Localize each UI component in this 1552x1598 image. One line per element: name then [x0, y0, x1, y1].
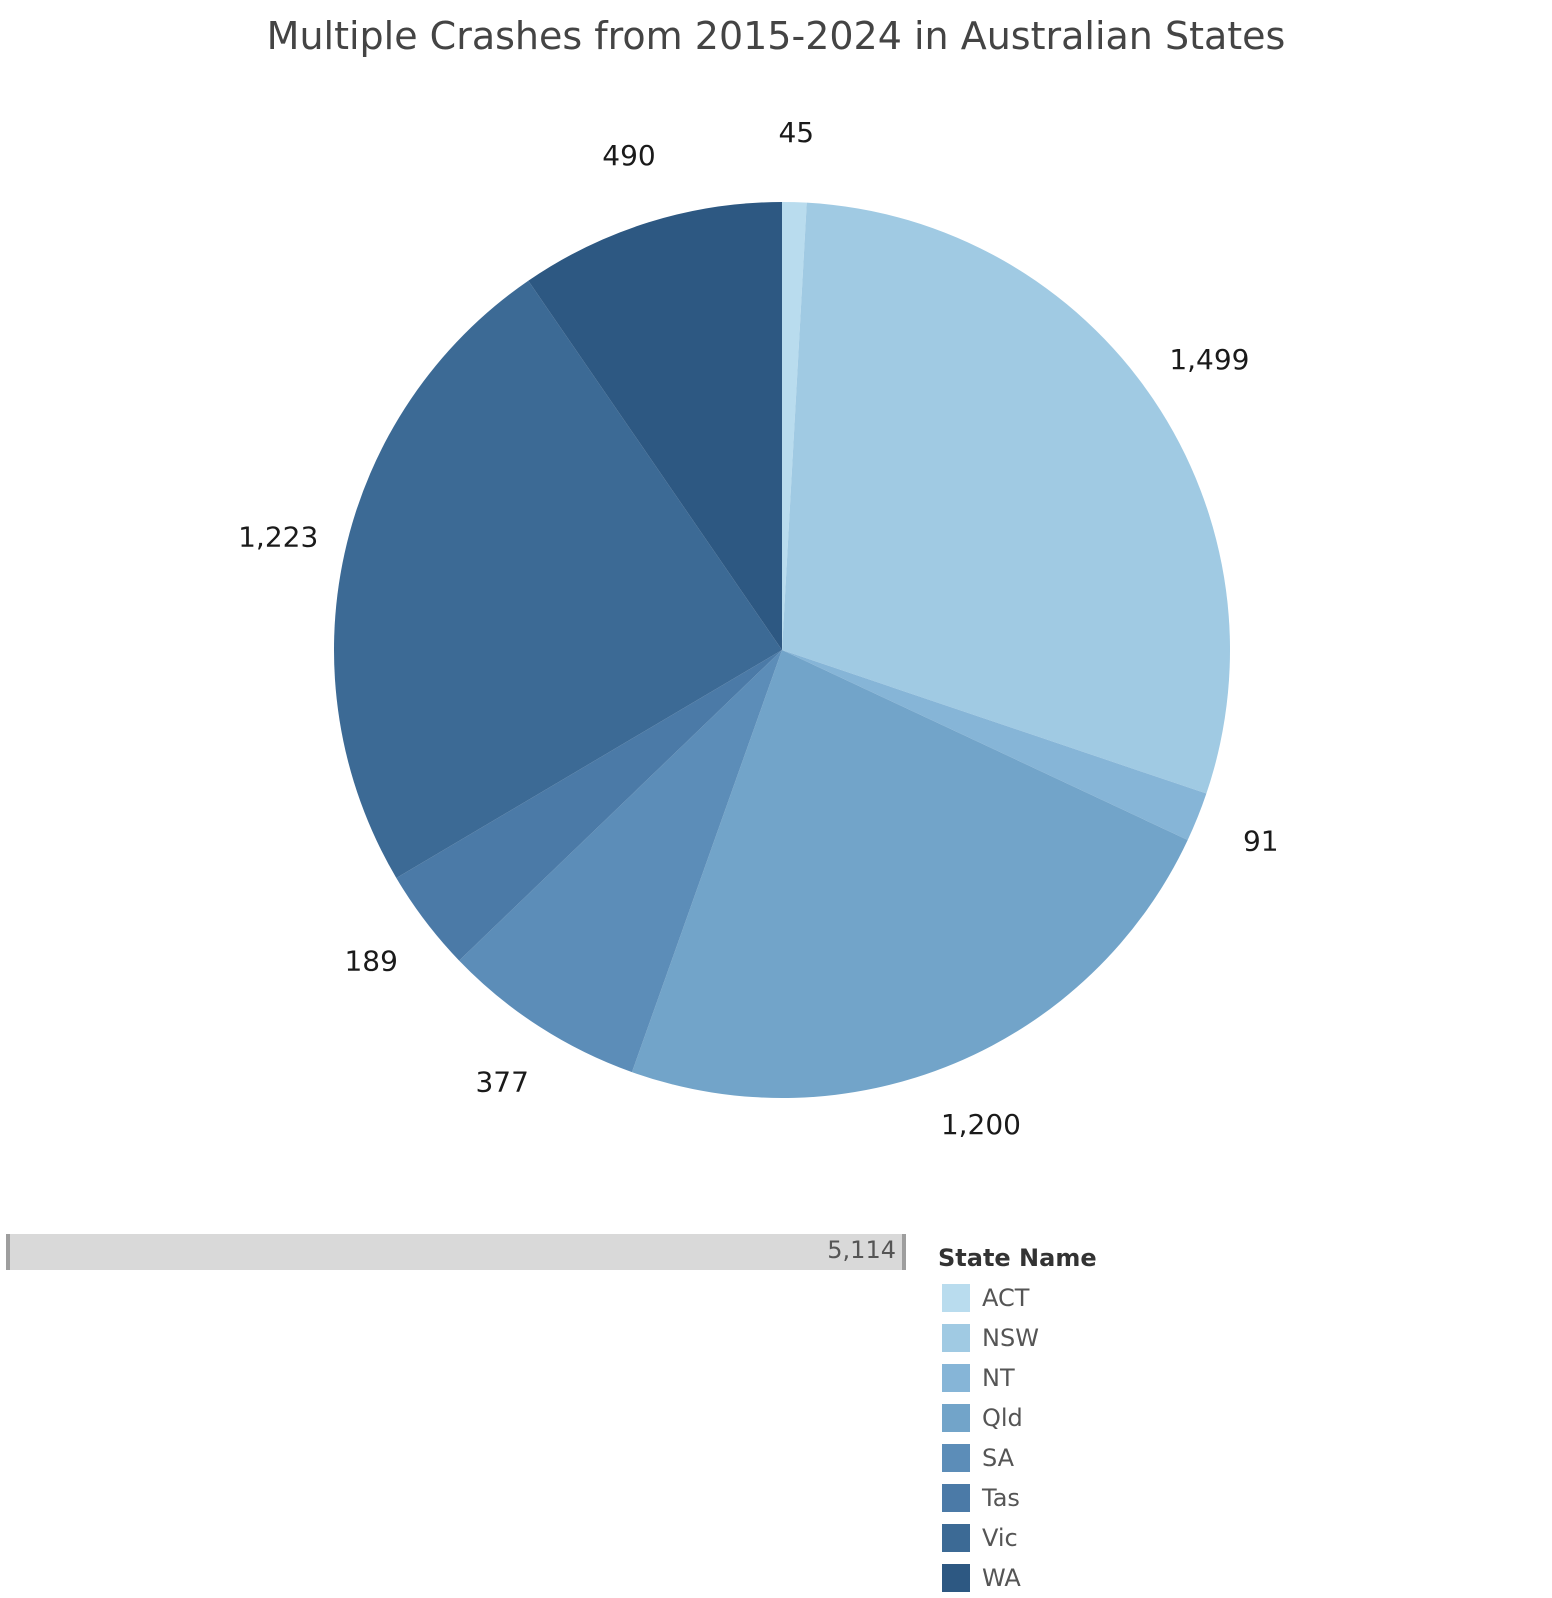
pie-slice-qld[interactable]: [631, 650, 1188, 1098]
legend-swatch: [942, 1364, 970, 1392]
legend-item-qld[interactable]: Qld: [938, 1398, 1238, 1438]
slice-value-label-nt: 91: [1243, 824, 1279, 857]
legend-swatch: [942, 1444, 970, 1472]
legend-swatch: [942, 1404, 970, 1432]
slice-value-label-wa: 490: [602, 139, 655, 172]
legend-item-tas[interactable]: Tas: [938, 1478, 1238, 1518]
slice-value-label-qld: 1,200: [941, 1108, 1021, 1141]
pie-slice-wa[interactable]: [528, 201, 782, 650]
legend-label: SA: [982, 1444, 1015, 1472]
pie-slice-nt[interactable]: [782, 650, 1207, 841]
legend-item-wa[interactable]: WA: [938, 1558, 1238, 1598]
total-bar-fill: [10, 1234, 902, 1270]
pie-slice-sa[interactable]: [459, 650, 782, 1073]
slice-value-label-act: 45: [778, 116, 814, 149]
pie-slices: [333, 201, 1231, 1098]
pie-slice-tas[interactable]: [396, 650, 782, 961]
legend-swatch: [942, 1524, 970, 1552]
legend-label: Tas: [982, 1484, 1020, 1512]
legend-label: Vic: [982, 1524, 1018, 1552]
legend-items: ACT NSW NT Qld SA Tas Vic WA: [938, 1278, 1238, 1598]
legend-label: WA: [982, 1564, 1021, 1592]
legend-swatch: [942, 1484, 970, 1512]
legend-item-vic[interactable]: Vic: [938, 1518, 1238, 1558]
pie-value-labels: 45 1,499 91 1,200 377 189 1,223 490: [238, 116, 1279, 1141]
pie-slice-act[interactable]: [782, 201, 807, 650]
legend-label: NSW: [982, 1324, 1039, 1352]
legend-item-sa[interactable]: SA: [938, 1438, 1238, 1478]
legend-label: Qld: [982, 1404, 1023, 1432]
slice-value-label-sa: 377: [475, 1066, 528, 1099]
slice-value-label-vic: 1,223: [238, 521, 318, 554]
legend-swatch: [942, 1284, 970, 1312]
legend-label: ACT: [982, 1284, 1030, 1312]
legend-label: NT: [982, 1364, 1015, 1392]
pie-slice-vic[interactable]: [333, 280, 782, 878]
legend-item-nt[interactable]: NT: [938, 1358, 1238, 1398]
slice-value-label-nsw: 1,499: [1169, 343, 1249, 376]
legend-swatch: [942, 1324, 970, 1352]
legend: State Name ACT NSW NT Qld SA Tas Vic WA: [938, 1238, 1238, 1598]
total-bar: 5,114: [6, 1234, 906, 1270]
legend-title: State Name: [938, 1244, 1097, 1272]
chart-title: Multiple Crashes from 2015-2024 in Austr…: [266, 14, 1286, 58]
legend-swatch: [942, 1564, 970, 1592]
pie-slice-nsw[interactable]: [782, 202, 1231, 794]
slice-value-label-tas: 189: [344, 944, 397, 977]
total-value: 5,114: [827, 1236, 896, 1264]
legend-item-act[interactable]: ACT: [938, 1278, 1238, 1318]
legend-item-nsw[interactable]: NSW: [938, 1318, 1238, 1358]
